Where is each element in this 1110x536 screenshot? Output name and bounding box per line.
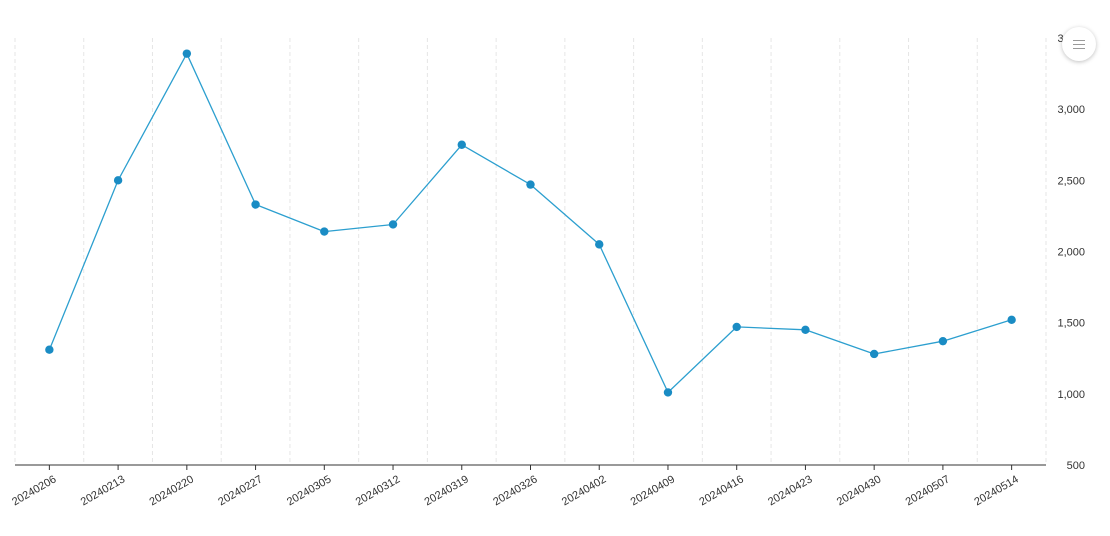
x-tick-label: 20240326 <box>491 473 539 508</box>
data-point <box>182 49 192 58</box>
chart-menu-button[interactable] <box>1062 27 1096 61</box>
x-tick-label: 20240305 <box>285 473 333 508</box>
axes: 20240206 20240213 20240220 20240227 20240305… <box>10 33 1085 508</box>
y-tick-label: 2,000 <box>1057 247 1085 259</box>
menu-icon <box>1073 39 1085 49</box>
data-point <box>869 349 879 359</box>
series <box>45 49 1016 397</box>
data-point <box>801 325 810 334</box>
series-line <box>48 53 1012 394</box>
x-tick-label: 20240409 <box>629 473 677 508</box>
data-point <box>526 180 535 189</box>
y-tick-label: 2,500 <box>1057 175 1085 187</box>
data-point <box>388 220 398 229</box>
data-point <box>938 336 948 346</box>
x-tick-label: 20240507 <box>904 473 952 508</box>
x-tick-label: 20240227 <box>216 473 264 508</box>
data-point <box>251 200 260 209</box>
x-tick-label: 20240430 <box>835 473 883 508</box>
x-tick-label: 20240402 <box>560 473 608 508</box>
data-point <box>45 345 54 354</box>
data-point <box>732 322 741 332</box>
x-tick-label: 20240319 <box>422 473 470 508</box>
data-point <box>663 388 673 397</box>
x-tick-label: 20240416 <box>697 473 745 508</box>
data-point <box>595 240 604 249</box>
x-tick-label: 20240206 <box>10 473 58 508</box>
data-point <box>1007 315 1016 325</box>
grid-lines <box>14 38 1047 465</box>
y-tick-label: 500 <box>1067 460 1085 472</box>
x-tick-label: 20240423 <box>766 473 814 508</box>
data-point <box>457 140 466 149</box>
x-tick-label: 20240312 <box>354 473 402 508</box>
y-tick-label: 1,000 <box>1057 389 1085 401</box>
data-point <box>320 227 329 236</box>
data-point <box>113 176 123 185</box>
y-tick-label: 3,000 <box>1057 104 1085 116</box>
x-tick-label: 20240213 <box>79 473 127 508</box>
y-tick-label: 1,500 <box>1057 318 1085 330</box>
x-tick-label: 20240220 <box>148 473 196 508</box>
x-tick-label: 20240514 <box>972 473 1020 508</box>
